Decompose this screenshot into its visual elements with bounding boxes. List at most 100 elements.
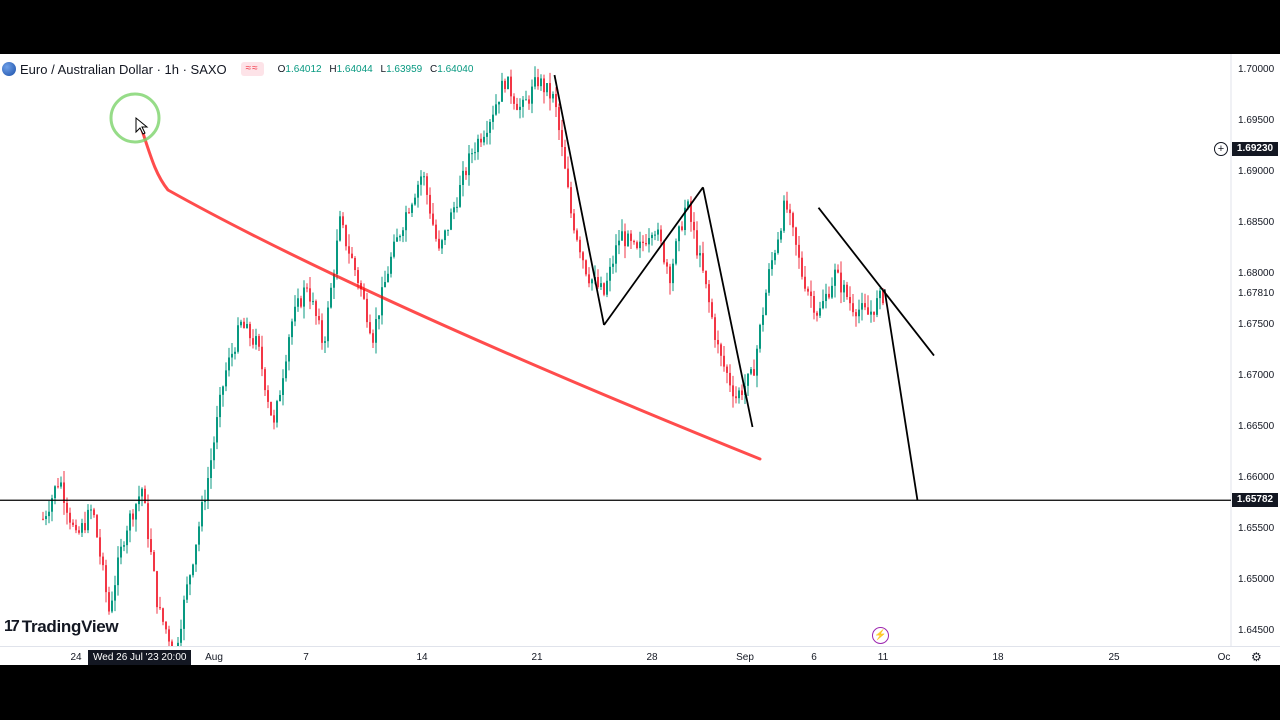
plus-circle-icon[interactable]: + xyxy=(1214,142,1228,156)
candle-body xyxy=(564,147,566,169)
candle-body xyxy=(846,284,848,298)
candle-body xyxy=(852,303,854,313)
candle-body xyxy=(396,237,398,242)
candle-body xyxy=(786,200,788,210)
time-tick-label: 28 xyxy=(646,652,658,663)
candle-body xyxy=(255,336,257,345)
time-tick-label: 7 xyxy=(303,652,309,663)
price-tick-label: 1.68000 xyxy=(1238,268,1275,279)
candle-body xyxy=(465,170,467,176)
candle-body xyxy=(288,337,290,362)
price-tick-label: 1.68500 xyxy=(1238,217,1275,228)
tradingview-mark-icon: 17 xyxy=(4,618,20,635)
candle-body xyxy=(507,76,509,90)
gear-icon[interactable]: ⚙ xyxy=(1251,650,1262,664)
candle-body xyxy=(141,488,143,497)
time-tick-label: 24 xyxy=(70,652,82,663)
candle-body xyxy=(525,99,527,101)
candle-body xyxy=(306,287,308,289)
time-tick-label: 6 xyxy=(811,652,817,663)
candle-body xyxy=(270,401,272,416)
candle-body xyxy=(522,99,524,107)
candle-body xyxy=(411,204,413,213)
candle-body xyxy=(432,213,434,225)
candle-body xyxy=(549,83,551,99)
candle-body xyxy=(297,298,299,307)
candle-body xyxy=(75,524,77,531)
candle-body xyxy=(447,229,449,231)
candle-body xyxy=(222,386,224,395)
chart-area[interactable]: Euro / Australian Dollar · 1h · SAXO ≈≈ … xyxy=(0,54,1280,665)
tradingview-logo[interactable]: 17 TradingView xyxy=(4,617,119,637)
candle-body xyxy=(573,213,575,231)
cursor-highlight-ring xyxy=(109,92,161,144)
candle-body xyxy=(732,385,734,397)
candle-body xyxy=(435,224,437,239)
ohlc-readout: O1.64012 H1.64044 L1.63959 C1.64040 xyxy=(278,64,474,75)
candle-body xyxy=(225,370,227,387)
candle-body xyxy=(177,642,179,650)
candle-body xyxy=(162,608,164,622)
candle-body xyxy=(498,101,500,105)
chart-plot[interactable] xyxy=(0,54,1280,665)
candle-body xyxy=(144,488,146,504)
candle-body xyxy=(57,486,59,488)
candle-body xyxy=(540,78,542,87)
candle-body xyxy=(456,206,458,208)
candle-body xyxy=(132,513,134,520)
candle-body xyxy=(375,319,377,343)
candle-body xyxy=(870,311,872,315)
flags-badge[interactable]: ≈≈ xyxy=(240,62,264,76)
lightning-icon[interactable]: ⚡ xyxy=(872,627,889,644)
time-axis[interactable]: 24 Aug 7 14 21 28 Sep 6 11 18 25 Oc Wed 26 Jul '23 … xyxy=(0,646,1280,665)
candle-body xyxy=(249,323,251,339)
candle-body xyxy=(315,301,317,317)
candle-body xyxy=(309,288,311,302)
candle-body xyxy=(600,283,602,287)
candle-body xyxy=(81,523,83,533)
candle-body xyxy=(669,266,671,284)
candle-body xyxy=(462,170,464,186)
candle-body xyxy=(453,207,455,213)
candle-body xyxy=(609,266,611,281)
candle-body xyxy=(615,245,617,264)
candle-body xyxy=(753,369,755,376)
candle-body xyxy=(405,212,407,231)
candle-body xyxy=(381,287,383,316)
candle-body xyxy=(546,83,548,93)
candle-body xyxy=(147,503,149,540)
candle-body xyxy=(231,353,233,358)
candle-body xyxy=(477,138,479,153)
crosshair-date-tag: Wed 26 Jul '23 20:00 xyxy=(88,650,192,665)
candle-body xyxy=(267,390,269,402)
candle-body xyxy=(327,307,329,342)
candle-body xyxy=(873,311,875,315)
candle-body xyxy=(771,260,773,270)
candle-body xyxy=(801,257,803,277)
candle-body xyxy=(246,323,248,329)
candle-body xyxy=(783,200,785,231)
candle-body xyxy=(54,486,56,499)
candle-body xyxy=(633,240,635,243)
candle-body xyxy=(534,77,536,87)
candle-body xyxy=(345,225,347,247)
candle-body xyxy=(333,274,335,288)
candle-body xyxy=(867,307,869,315)
candle-body xyxy=(282,378,284,395)
candle-body xyxy=(630,233,632,241)
candle-body xyxy=(750,369,752,374)
candle-body xyxy=(660,229,662,242)
candle-body xyxy=(438,238,440,249)
candle-body xyxy=(510,76,512,97)
candle-body xyxy=(474,152,476,154)
candle-body xyxy=(774,252,776,261)
pair-title[interactable]: Euro / Australian Dollar · 1h · SAXO xyxy=(20,61,227,77)
candle-body xyxy=(723,355,725,367)
candle-body xyxy=(612,263,614,267)
candle-body xyxy=(336,240,338,275)
candle-body xyxy=(882,290,884,304)
symbol-header[interactable]: Euro / Australian Dollar · 1h · SAXO ≈≈ … xyxy=(0,60,473,78)
ohlc-low: 1.63959 xyxy=(386,63,423,75)
candle-body xyxy=(627,233,629,247)
price-tick-label: 1.69500 xyxy=(1238,115,1275,126)
